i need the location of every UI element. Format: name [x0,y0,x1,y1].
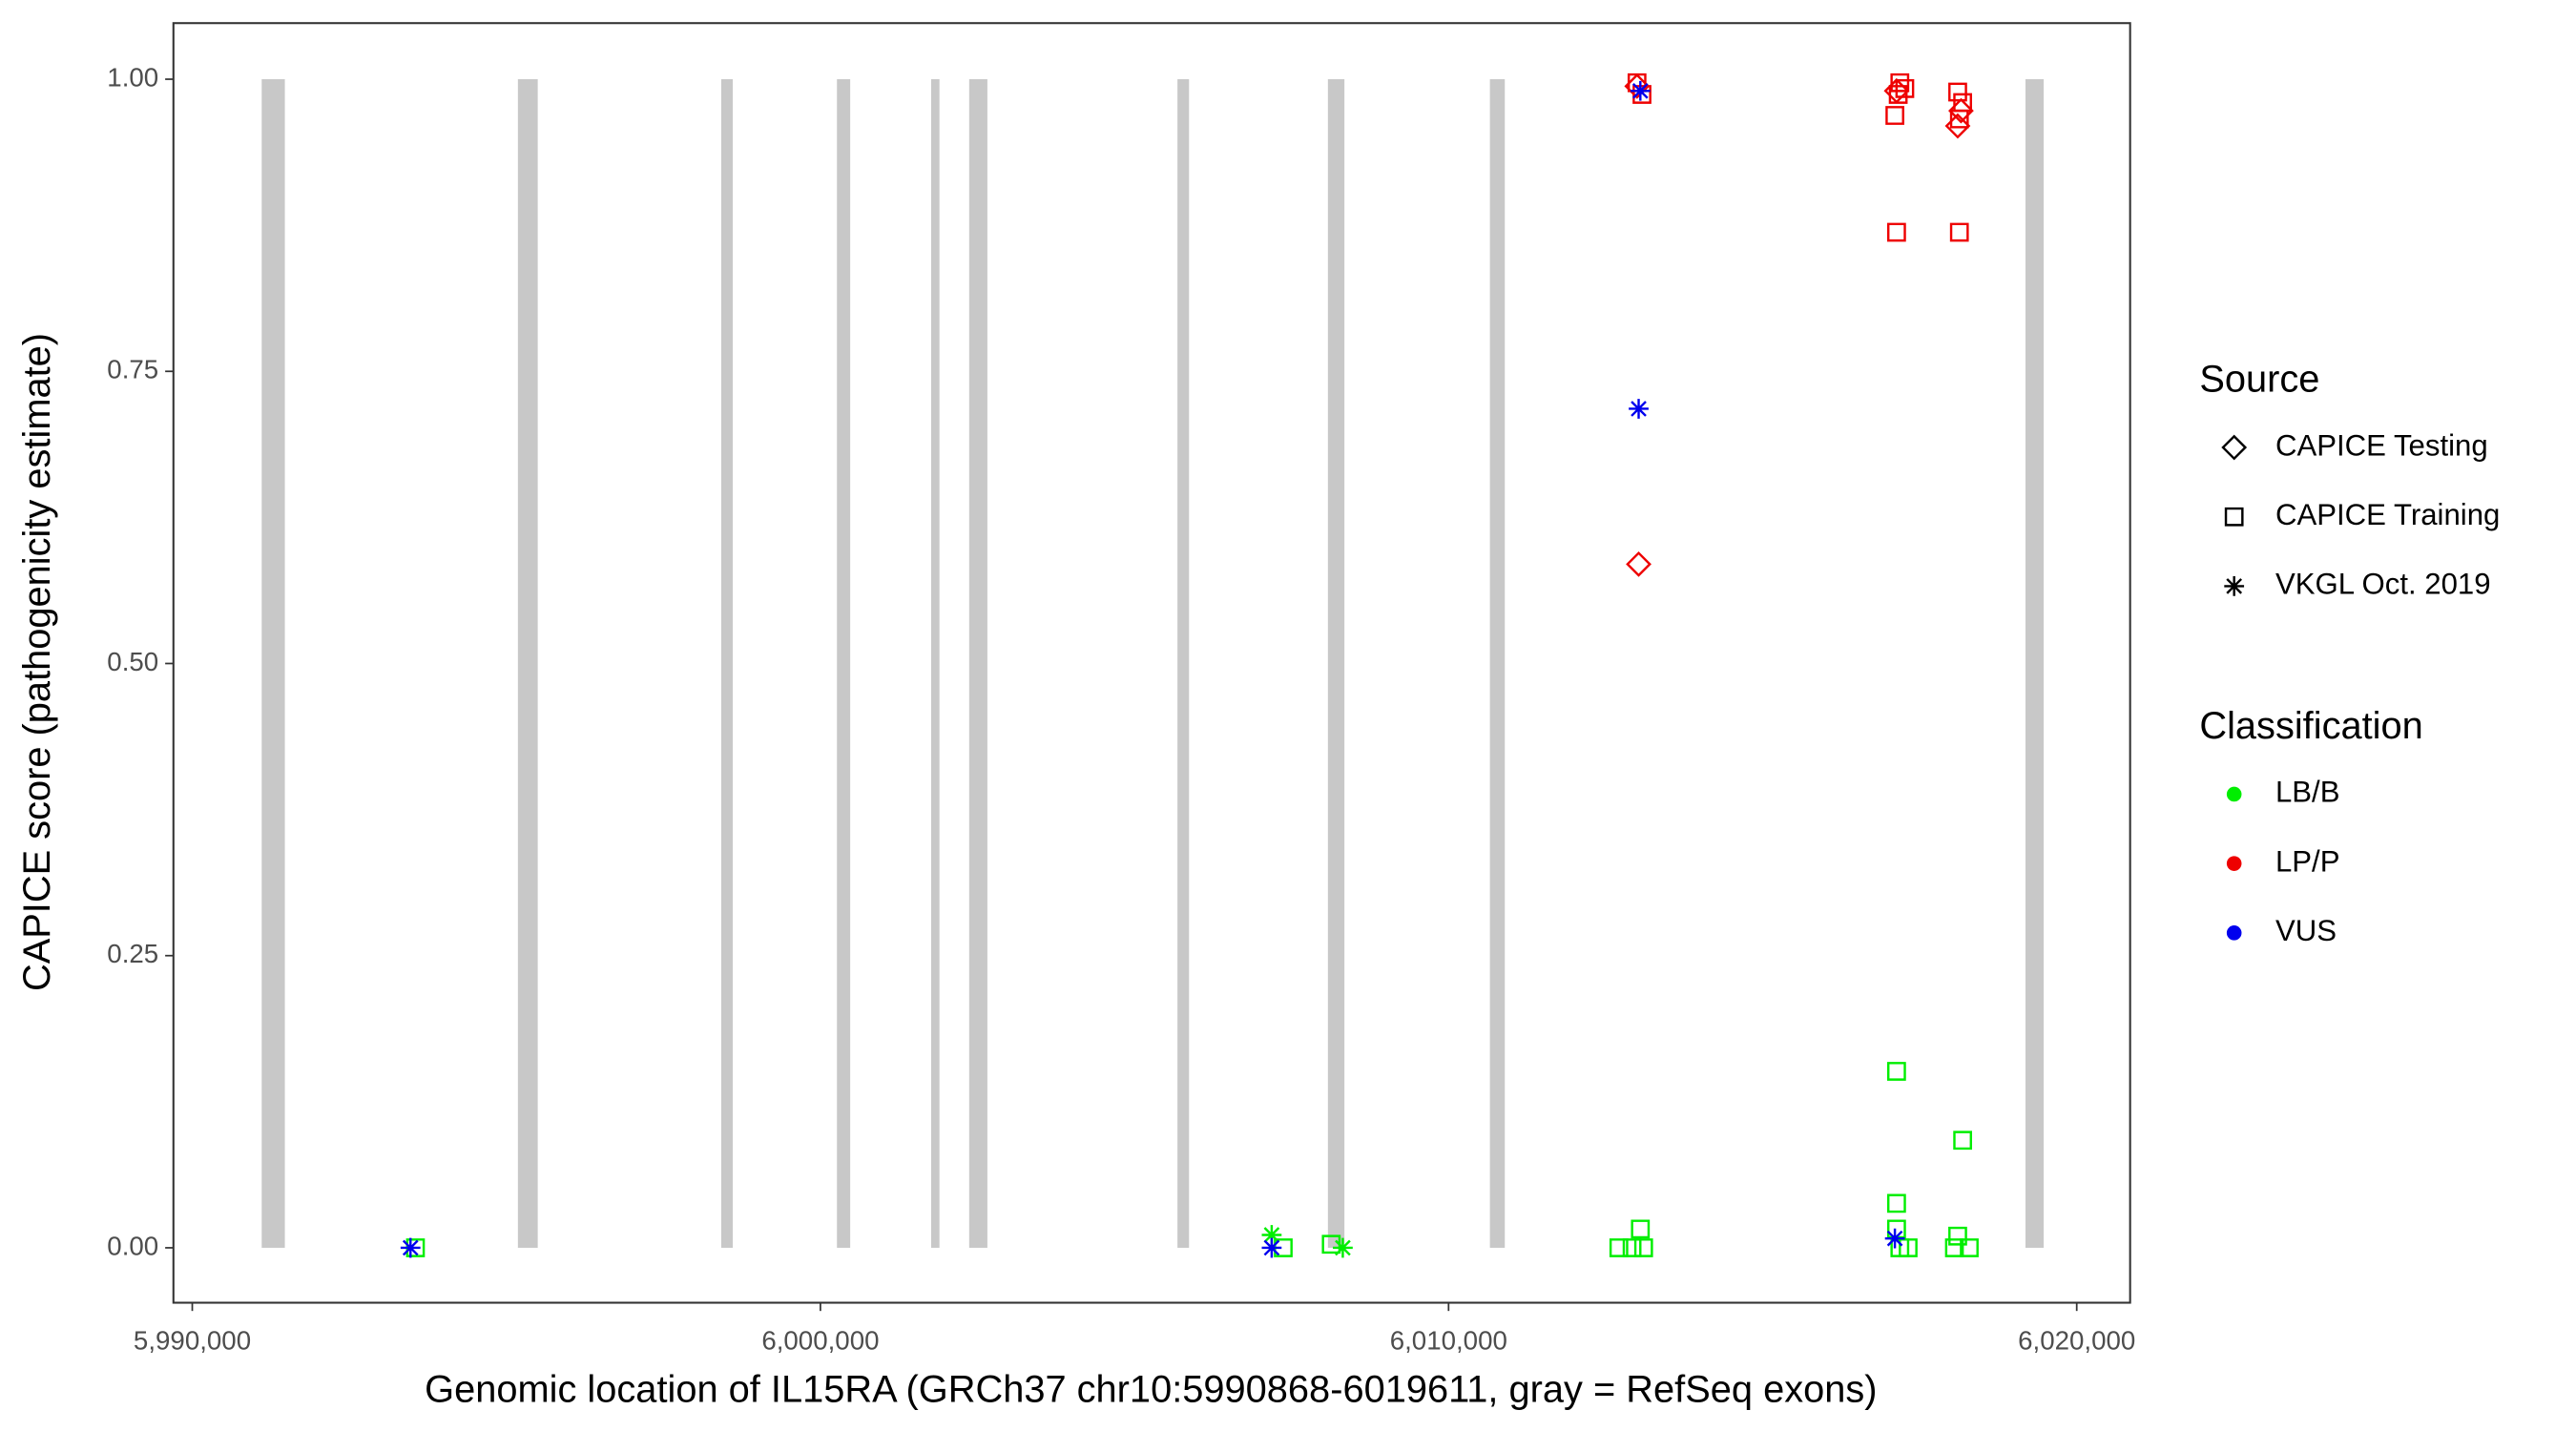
point [1944,1238,1964,1257]
exon [517,79,538,1248]
point [1887,1062,1906,1081]
point [1333,1237,1353,1258]
exon [2025,79,2045,1248]
legend-title: Source [2199,358,2319,400]
point [1884,1228,1905,1249]
legend-symbol [2224,507,2244,527]
point [1633,1238,1653,1257]
x-tick-label: 6,010,000 [1390,1325,1507,1355]
legend-symbol [2226,925,2242,941]
x-tick-label: 6,000,000 [761,1325,879,1355]
exon [837,79,851,1248]
point [1944,113,1971,139]
x-tick-label: 5,990,000 [134,1325,251,1355]
point [1888,85,1908,104]
legend-symbol [2224,576,2245,596]
x-axis-title: Genomic location of IL15RA (GRCh37 chr10… [425,1368,1877,1410]
point [400,1237,421,1258]
point [1626,550,1652,577]
legend-label: LB/B [2275,776,2340,809]
exon [968,79,987,1248]
point [1948,97,1974,124]
legend-symbol [2221,434,2248,461]
legend-label: CAPICE Training [2275,498,2500,531]
point [1630,80,1651,101]
point [1960,1238,1979,1257]
point [1953,1130,1972,1151]
y-tick-label: 1.00 [107,62,158,92]
point [1948,82,1967,102]
y-tick-label: 0.75 [107,355,158,384]
legend-label: VUS [2275,914,2337,947]
exon [1327,79,1345,1248]
point [1624,73,1651,99]
y-axis-title: CAPICE score (pathogenicity estimate) [16,333,58,991]
point [1885,106,1904,125]
legend-label: LP/P [2275,844,2340,878]
point [1887,1193,1906,1213]
point [1899,1238,1918,1257]
legend-label: CAPICE Testing [2275,428,2488,462]
exon [1177,79,1190,1248]
legend-symbol [2226,786,2242,802]
point [1631,1219,1651,1239]
exon [720,79,734,1248]
point [1883,77,1910,104]
panel [172,22,2131,1304]
exon [1489,79,1506,1248]
legend-label: VKGL Oct. 2019 [2275,568,2491,601]
exon [261,79,285,1248]
exon [930,79,940,1248]
point [1887,222,1906,242]
legend-symbol [2226,856,2242,871]
point [1261,1237,1282,1258]
y-tick-label: 0.00 [107,1231,158,1260]
y-tick-label: 0.25 [107,939,158,968]
y-tick-label: 0.50 [107,647,158,676]
point [1895,78,1915,98]
point [1949,222,1969,242]
point [1261,1225,1282,1245]
x-tick-label: 6,020,000 [2018,1325,2135,1355]
point [1629,399,1649,419]
legend-title: Classification [2199,705,2422,747]
